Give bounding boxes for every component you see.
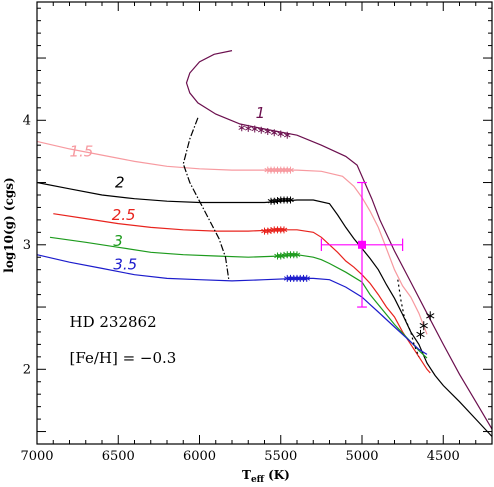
observed-point-marker [358, 240, 366, 249]
track-marker-1 [251, 125, 259, 133]
x-tick-label: 7000 [20, 449, 53, 464]
x-axis-label-sub: eff [251, 475, 265, 485]
track-label-1: 1 [256, 104, 266, 122]
tick-labels: 7000 6500 6000 5500 5000 4500 2 3 4 [20, 113, 459, 464]
x-axis-label-unit: (K) [268, 468, 290, 482]
observed-star-point [320, 181, 404, 308]
track-marker-2 [280, 196, 288, 204]
track-marker-1.5 [287, 166, 294, 174]
track-line-3 [49, 236, 428, 359]
y-axis-label: log10(g) (cgs) [2, 177, 16, 272]
y-tick-label: 3 [23, 238, 31, 253]
y-tick-label: 4 [23, 113, 31, 128]
x-tick-label: 5500 [264, 449, 297, 464]
track-label-2.5: 2.5 [112, 206, 136, 224]
plot-frame [36, 1, 493, 445]
x-tick-label: 6000 [183, 449, 216, 464]
track-marker-1 [244, 124, 252, 132]
track-marker-1 [264, 127, 272, 135]
axis-ticks [36, 2, 492, 444]
track-line-2.5 [53, 213, 431, 374]
track-marker-1 [270, 129, 278, 137]
star-name-annotation: HD 232862 [70, 313, 157, 331]
track-marker-3.5 [303, 274, 311, 282]
giant-marker [419, 321, 428, 331]
x-tick-label: 4500 [427, 449, 460, 464]
track-marker-1 [277, 130, 285, 138]
x-axis-label-main: T [242, 468, 251, 482]
x-axis-label: Teff (K) [242, 468, 290, 485]
giant-marker [426, 311, 435, 321]
track-marker-2 [267, 197, 275, 205]
track-line-1.5 [36, 140, 428, 335]
giant-marker [416, 329, 425, 339]
track-label-1.5: 1.5 [70, 142, 94, 160]
x-tick-label: 5000 [345, 449, 378, 464]
boundary-giant-edge [397, 279, 420, 358]
track-marker-1 [257, 126, 265, 134]
track-line-1 [185, 50, 493, 430]
track-marker-2 [287, 196, 294, 204]
track-marker-2 [283, 196, 291, 204]
metallicity-annotation: [Fe/H] = −0.3 [70, 349, 177, 367]
evolutionary-tracks: 1 1.5 2 2.5 3 3.5 [36, 50, 493, 437]
track-line-2 [36, 181, 493, 437]
track-label-3.5: 3.5 [113, 256, 137, 274]
track-marker-2.5 [280, 226, 288, 234]
track-marker-1 [283, 131, 291, 139]
track-label-3: 3 [113, 232, 123, 250]
track-line-3.5 [36, 254, 428, 355]
boundary-hook [182, 117, 230, 280]
track-label-2: 2 [115, 174, 125, 192]
track-marker-1 [238, 124, 246, 132]
y-tick-label: 2 [23, 362, 31, 377]
track-marker-3 [293, 251, 301, 259]
x-tick-label: 6500 [102, 449, 135, 464]
